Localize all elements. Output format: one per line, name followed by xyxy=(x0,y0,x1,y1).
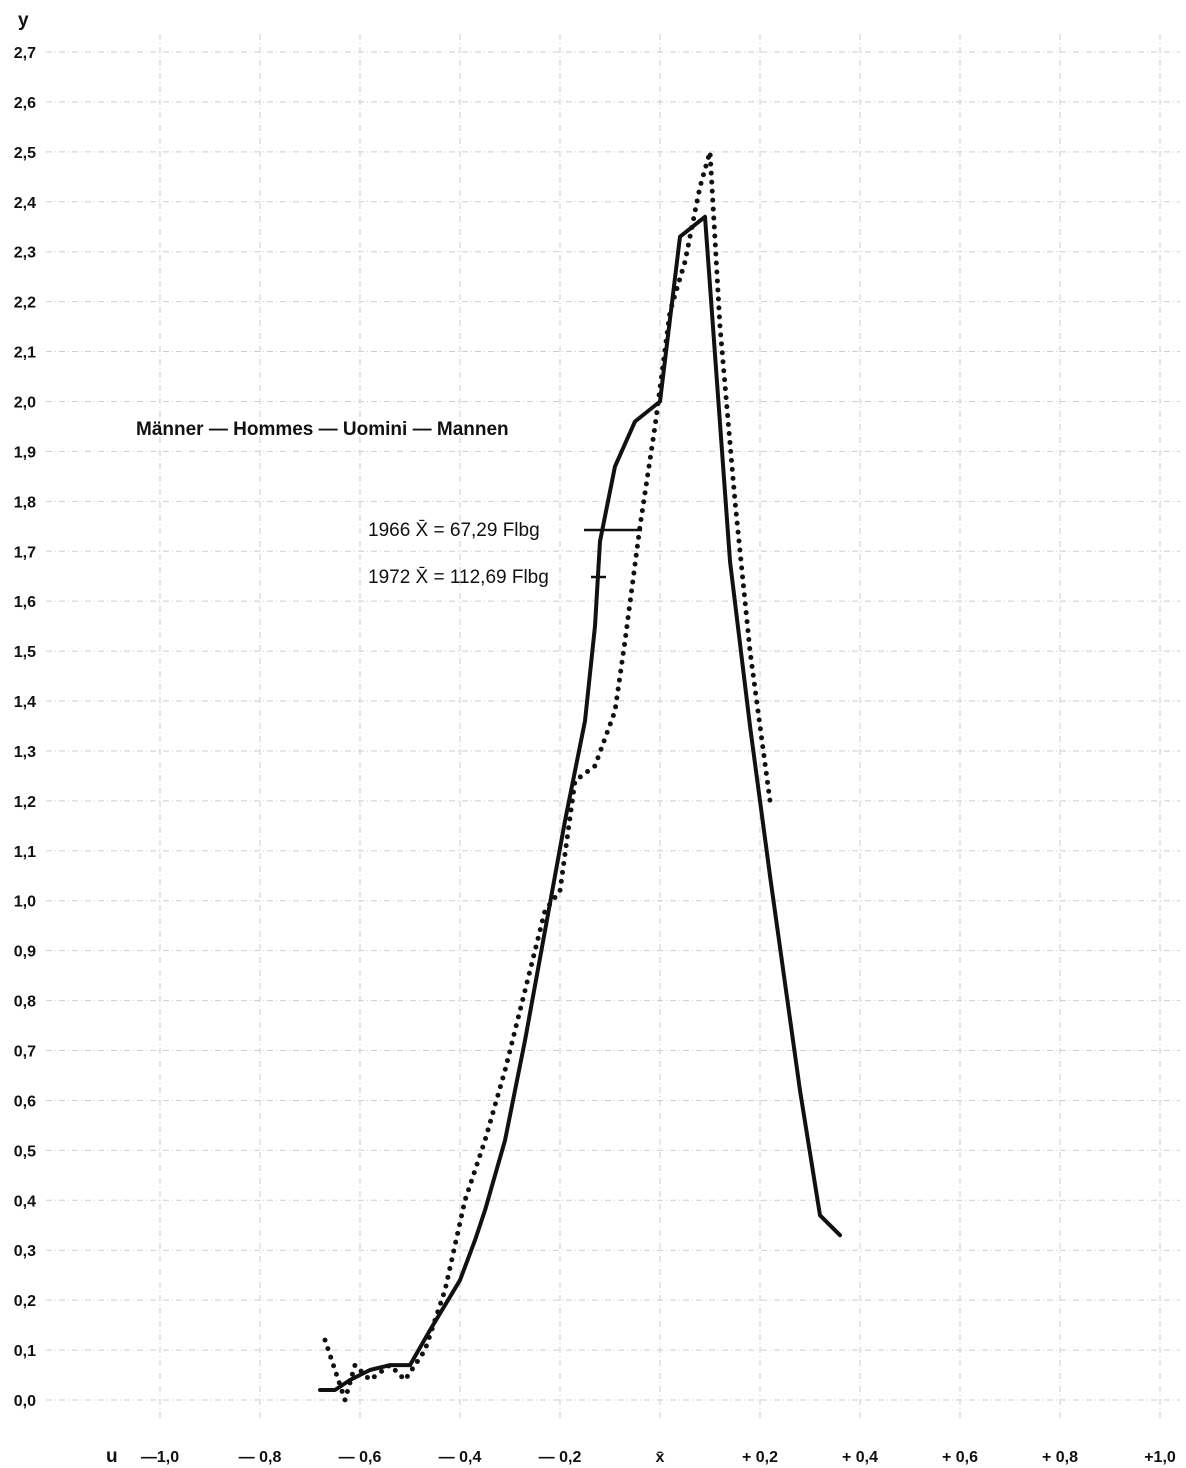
series-group xyxy=(318,151,842,1409)
y-tick-label: 1,9 xyxy=(14,444,36,461)
y-tick-label: 1,0 xyxy=(14,894,36,911)
y-tick-label: 1,8 xyxy=(14,494,36,511)
y-tick-label: 0,5 xyxy=(14,1143,36,1160)
y-tick-label: 2,0 xyxy=(14,394,36,411)
y-tick-label: 1,4 xyxy=(14,694,36,711)
y-tick-label: 1,3 xyxy=(14,744,36,761)
y-tick-label: 1,1 xyxy=(14,844,36,861)
x-tick-label: — 0,4 xyxy=(439,1449,482,1466)
legend-label-1966: 1966 X̄ = 67,29 Flbg xyxy=(368,520,540,541)
x-tick-label: + 0,8 xyxy=(1042,1449,1078,1466)
y-tick-label: 0,9 xyxy=(14,944,36,961)
y-tick-label: 0,3 xyxy=(14,1243,36,1260)
y-tick-label: 2,4 xyxy=(14,195,36,212)
x-tick-label: — 0,8 xyxy=(239,1449,282,1466)
x-tick-label: — 0,2 xyxy=(539,1449,582,1466)
x-tick-label: + 0,6 xyxy=(942,1449,978,1466)
y-tick-label: 2,1 xyxy=(14,345,36,362)
y-tick-label: 0,6 xyxy=(14,1093,36,1110)
grid xyxy=(46,34,1180,1420)
series-line-1966 xyxy=(318,214,842,1392)
series-line-1972 xyxy=(322,151,773,1409)
x-tick-label: + 0,4 xyxy=(842,1449,878,1466)
y-tick-label: 0,8 xyxy=(14,994,36,1011)
y-tick-label: 2,5 xyxy=(14,145,36,162)
x-tick-label: —1,0 xyxy=(141,1449,179,1466)
y-tick-label: 0,1 xyxy=(14,1343,36,1360)
y-tick-label: 0,4 xyxy=(14,1193,36,1210)
y-tick-label: 2,7 xyxy=(14,45,36,62)
y-tick-label: 2,3 xyxy=(14,245,36,262)
x-tick-label: x̄ xyxy=(656,1449,665,1466)
x-tick-label: +1,0 xyxy=(1144,1449,1176,1466)
legend-label-1972: 1972 X̄ = 112,69 Flbg xyxy=(368,567,549,588)
x-tick-label: + 0,2 xyxy=(742,1449,778,1466)
y-tick-label: 1,7 xyxy=(14,544,36,561)
y-tick-label: 2,6 xyxy=(14,95,36,112)
y-tick-label: 1,6 xyxy=(14,594,36,611)
y-tick-label: 1,2 xyxy=(14,794,36,811)
x-tick-label: — 0,6 xyxy=(339,1449,382,1466)
y-tick-label: 2,2 xyxy=(14,295,36,312)
x-axis-label: u xyxy=(106,1446,118,1467)
y-axis-label: y xyxy=(18,10,29,31)
y-tick-label: 1,5 xyxy=(14,644,36,661)
y-tick-label: 0,0 xyxy=(14,1393,36,1410)
chart-title: Männer — Hommes — Uomini — Mannen xyxy=(136,419,509,440)
y-axis-ticks: 0,0 0,1 0,2 0,3 0,4 0,5 0,6 0,7 0,8 0,9 1,0 1,1 1,2 1… xyxy=(14,45,36,1410)
x-axis-ticks: —1,0 — 0,8 — 0,6 — 0,4 — 0,2 x̄ + 0,2 + 0,4 + 0,… xyxy=(141,1449,1176,1466)
y-tick-label: 0,2 xyxy=(14,1293,36,1310)
y-tick-label: 0,7 xyxy=(14,1044,36,1061)
